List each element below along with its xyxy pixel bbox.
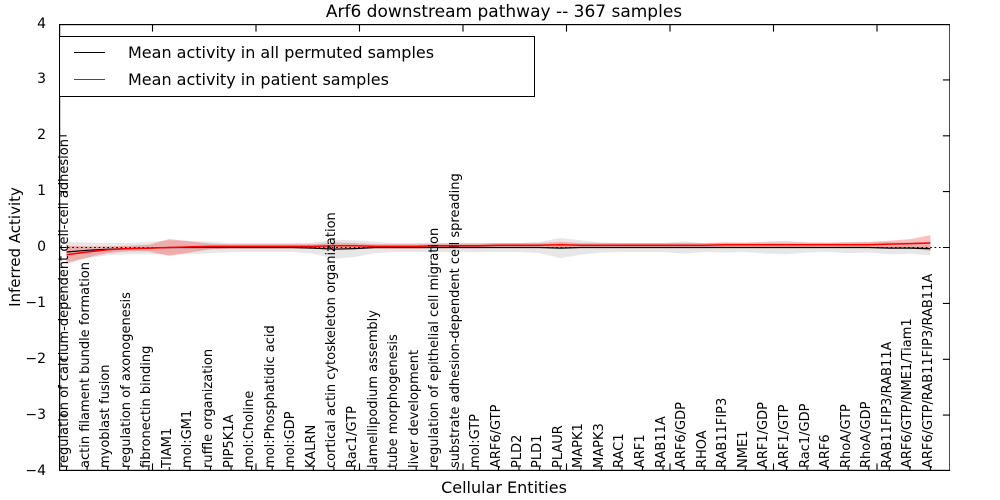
legend-label-permuted: Mean activity in all permuted samples [128, 43, 435, 62]
x-tick-label: MAPK3 [591, 422, 607, 468]
y-tick-label: 0 [37, 239, 46, 255]
x-tick-label: PLD1 [530, 434, 546, 468]
x-tick-label: cortical actin cytoskeleton organization [324, 211, 340, 468]
y-tick-label: −2 [25, 350, 46, 367]
x-tick-label: RAB11FIP3/RAB11A [879, 341, 895, 468]
x-tick-label: actin filament bundle formation [77, 261, 93, 468]
x-tick-label: ARF1/GDP [756, 401, 772, 468]
x-tick-label: RHOA [694, 429, 710, 468]
x-tick-label: Rac1/GTP [345, 405, 360, 468]
x-tick-label: PIP5K1A [221, 414, 237, 468]
x-tick-label: fibronectin binding [139, 345, 155, 468]
x-tick-label: NME1 [735, 430, 751, 468]
x-tick-label: regulation of calcium-dependent cell-cel… [57, 138, 72, 468]
y-tick-label: 2 [37, 127, 46, 144]
x-tick-label: RhoA/GTP [838, 403, 854, 468]
x-tick-label: tube morphogenesis [386, 333, 402, 468]
x-tick-label: mol:Phosphatidic acid [262, 324, 278, 468]
x-tick-label: ARF6/GDP [674, 401, 690, 468]
x-tick-label: PLD2 [509, 434, 525, 468]
x-tick-label: liver development [406, 349, 422, 468]
y-tick-label: −3 [25, 406, 46, 423]
x-tick-label: ARF6/GTP/NME1/Tiam1 [900, 317, 916, 468]
x-tick-label: RAB11FIP3 [715, 397, 731, 468]
x-tick-label: MAPK1 [571, 422, 587, 468]
x-axis-label: Cellular Entities [441, 478, 567, 497]
y-tick-label: 3 [37, 71, 46, 88]
plot-svg [58, 23, 950, 471]
x-tick-label: ARF6/GTP/RAB11FIP3/RAB11A [920, 273, 936, 468]
x-tick-label: regulation of epithelial cell migration [427, 227, 443, 468]
chart-title: Arf6 downstream pathway -- 367 samples [325, 2, 683, 22]
axes-frame [58, 23, 950, 471]
patient-line-sample [74, 79, 105, 80]
legend-label-patient: Mean activity in patient samples [128, 70, 389, 89]
x-tick-label: ruffle organization [201, 348, 216, 468]
legend-item-patient: Mean activity in patient samples [60, 66, 534, 93]
x-tick-label: RhoA/GDP [859, 401, 875, 468]
legend: Mean activity in all permuted samples Me… [59, 36, 535, 97]
x-tick-label: mol:Choline [242, 390, 258, 468]
legend-item-permuted: Mean activity in all permuted samples [60, 39, 534, 66]
y-tick-label: 1 [37, 183, 46, 200]
x-tick-label: mol:GDP [283, 410, 299, 468]
x-tick-label: ARF1 [633, 433, 648, 468]
y-tick-label: −1 [25, 294, 46, 311]
x-tick-label: RAC1 [612, 432, 628, 468]
x-tick-label: lamellipodium assembly [365, 309, 381, 468]
permuted-band [66, 237, 930, 262]
x-tick-label: RAB11A [653, 415, 669, 468]
x-tick-label: mol:GM1 [180, 409, 196, 468]
plot-area: regulation of calcium-dependent cell-cel… [57, 23, 950, 471]
x-tick-label: regulation of axonogenesis [118, 291, 134, 468]
x-tick-label: ARF1/GTP [777, 404, 792, 468]
x-tick-label: TIAM1 [159, 427, 175, 468]
x-tick-label: myoblast fusion [98, 363, 114, 468]
x-tick-label: substrate adhesion-dependent cell spread… [447, 172, 463, 468]
x-tick-label: PLAUR [550, 424, 566, 468]
x-tick-label: KALRN [303, 424, 319, 468]
axis-ticks [59, 23, 950, 471]
permuted-mean-line [65, 246, 930, 253]
y-tick-label: 4 [37, 15, 46, 32]
x-tick-label: Rac1/GDP [797, 403, 813, 468]
x-tick-label: mol:GTP [468, 413, 484, 468]
permuted-line-sample [74, 52, 105, 53]
x-tick-label: ARF6 [818, 433, 834, 468]
y-tick-label: −4 [25, 462, 46, 479]
patient-mean-line [65, 241, 930, 256]
x-tick-label: ARF6/GTP [489, 404, 504, 468]
